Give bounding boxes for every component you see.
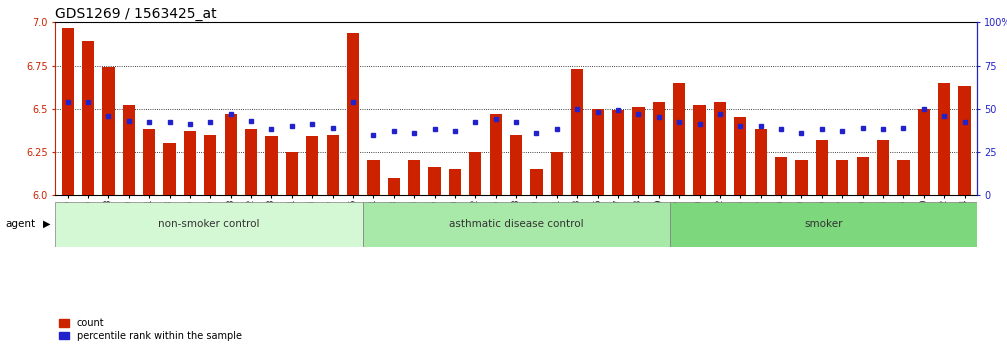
Text: smoker: smoker [804, 219, 843, 229]
Text: agent: agent [5, 219, 35, 229]
Bar [754, 129, 766, 195]
Bar [204, 135, 217, 195]
Bar [917, 109, 929, 195]
Bar [123, 105, 135, 195]
Bar [82, 41, 94, 195]
Bar [836, 160, 848, 195]
Bar [469, 152, 481, 195]
Bar [184, 131, 196, 195]
Bar [363, 202, 670, 247]
Text: non-smoker control: non-smoker control [158, 219, 260, 229]
Bar [143, 129, 155, 195]
Text: asthmatic disease control: asthmatic disease control [449, 219, 583, 229]
Bar [694, 105, 706, 195]
Text: ▶: ▶ [43, 219, 50, 229]
Bar [266, 136, 278, 195]
Bar [632, 107, 644, 195]
Bar [163, 143, 175, 195]
Bar [653, 102, 665, 195]
Bar [612, 110, 624, 195]
Text: GDS1269 / 1563425_at: GDS1269 / 1563425_at [55, 7, 218, 21]
Bar [959, 86, 971, 195]
Bar [877, 140, 889, 195]
Bar [225, 114, 237, 195]
Bar [346, 33, 359, 195]
Bar [510, 135, 523, 195]
Bar [306, 136, 318, 195]
Bar [796, 160, 808, 195]
Bar [428, 167, 441, 195]
Bar [714, 102, 726, 195]
Bar [775, 157, 787, 195]
Bar [670, 202, 977, 247]
Bar [734, 117, 746, 195]
Bar [489, 114, 501, 195]
Bar [449, 169, 461, 195]
Bar [531, 169, 543, 195]
Legend: count, percentile rank within the sample: count, percentile rank within the sample [55, 314, 246, 345]
Bar [61, 28, 74, 195]
Bar [571, 69, 583, 195]
Bar [103, 67, 115, 195]
Bar [326, 135, 338, 195]
Bar [939, 83, 951, 195]
Bar [857, 157, 869, 195]
Bar [286, 152, 298, 195]
Bar [55, 202, 363, 247]
Bar [551, 152, 563, 195]
Bar [897, 160, 909, 195]
Bar [388, 178, 400, 195]
Bar [245, 129, 257, 195]
Bar [408, 160, 420, 195]
Bar [591, 109, 604, 195]
Bar [368, 160, 380, 195]
Bar [816, 140, 828, 195]
Bar [673, 83, 686, 195]
